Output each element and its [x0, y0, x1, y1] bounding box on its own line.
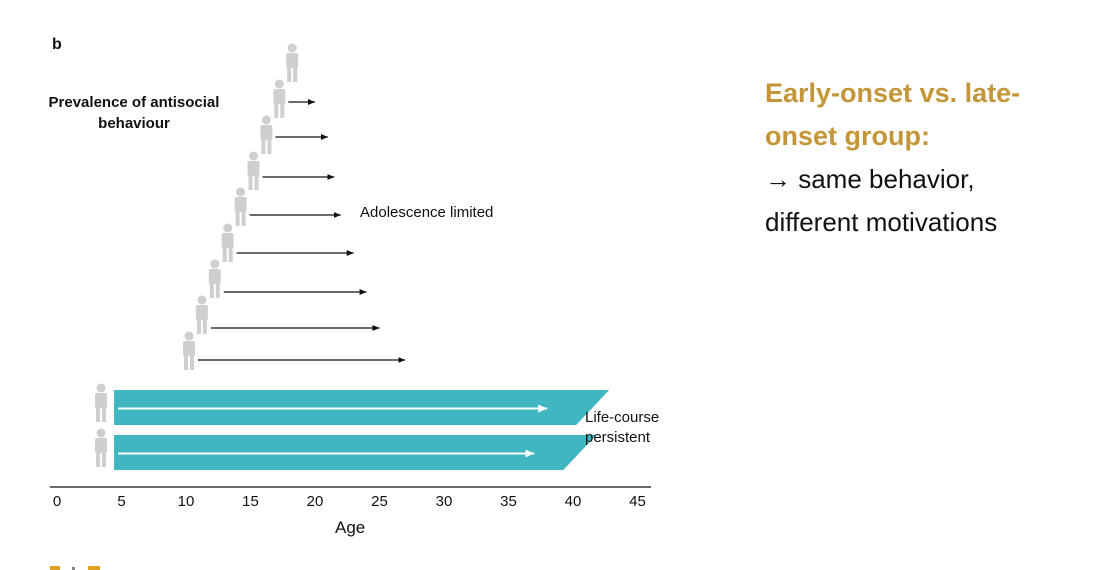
side-panel: Early-onset vs. late-onset group: → same…: [765, 72, 1085, 244]
person-icon: [183, 331, 195, 370]
adolescence-limited-arrows: [198, 99, 406, 363]
person-icon: [95, 428, 108, 467]
footer-dash-right: [88, 566, 100, 570]
person-icon: [208, 259, 221, 298]
footer-dash-left: [50, 566, 60, 570]
person-icon: [195, 295, 208, 334]
side-heading: Early-onset vs. late-onset group:: [765, 78, 1021, 151]
x-tick-label: 10: [177, 493, 195, 510]
x-tick-label: 40: [564, 493, 582, 510]
life-course-label-line2: persistent: [585, 429, 651, 446]
x-tick-label: 5: [117, 493, 126, 510]
person-icon: [221, 223, 234, 262]
x-tick-label: 15: [242, 493, 259, 510]
adolescence-limited-label: Adolescence limited: [360, 204, 494, 221]
life-course-persistent-label: Life-course persistent: [585, 408, 659, 448]
life-course-bands: [114, 390, 610, 470]
side-bullet-line2: different motivations: [765, 207, 998, 237]
footer-mark: [50, 566, 100, 570]
x-tick-label: 20: [306, 493, 324, 510]
x-axis-title: Age: [335, 518, 366, 537]
person-icon: [286, 43, 299, 82]
person-icon: [273, 79, 286, 118]
x-tick-label: 30: [435, 493, 453, 510]
person-icon: [95, 383, 108, 422]
footer-dot: [72, 567, 75, 570]
life-course-label-line1: Life-course: [585, 409, 660, 426]
x-tick-label: 0: [52, 493, 62, 510]
side-bullet-line1: → same behavior,: [765, 164, 975, 194]
person-icon: [234, 187, 247, 226]
person-icon: [247, 151, 260, 190]
panel-letter: b: [52, 36, 62, 53]
x-tick-label: 25: [371, 493, 388, 510]
y-axis-title: Prevalence of antisocial behaviour: [48, 94, 220, 132]
x-tick-label: 35: [500, 493, 517, 510]
x-tick-label: 45: [629, 493, 646, 510]
person-icon: [260, 115, 273, 154]
